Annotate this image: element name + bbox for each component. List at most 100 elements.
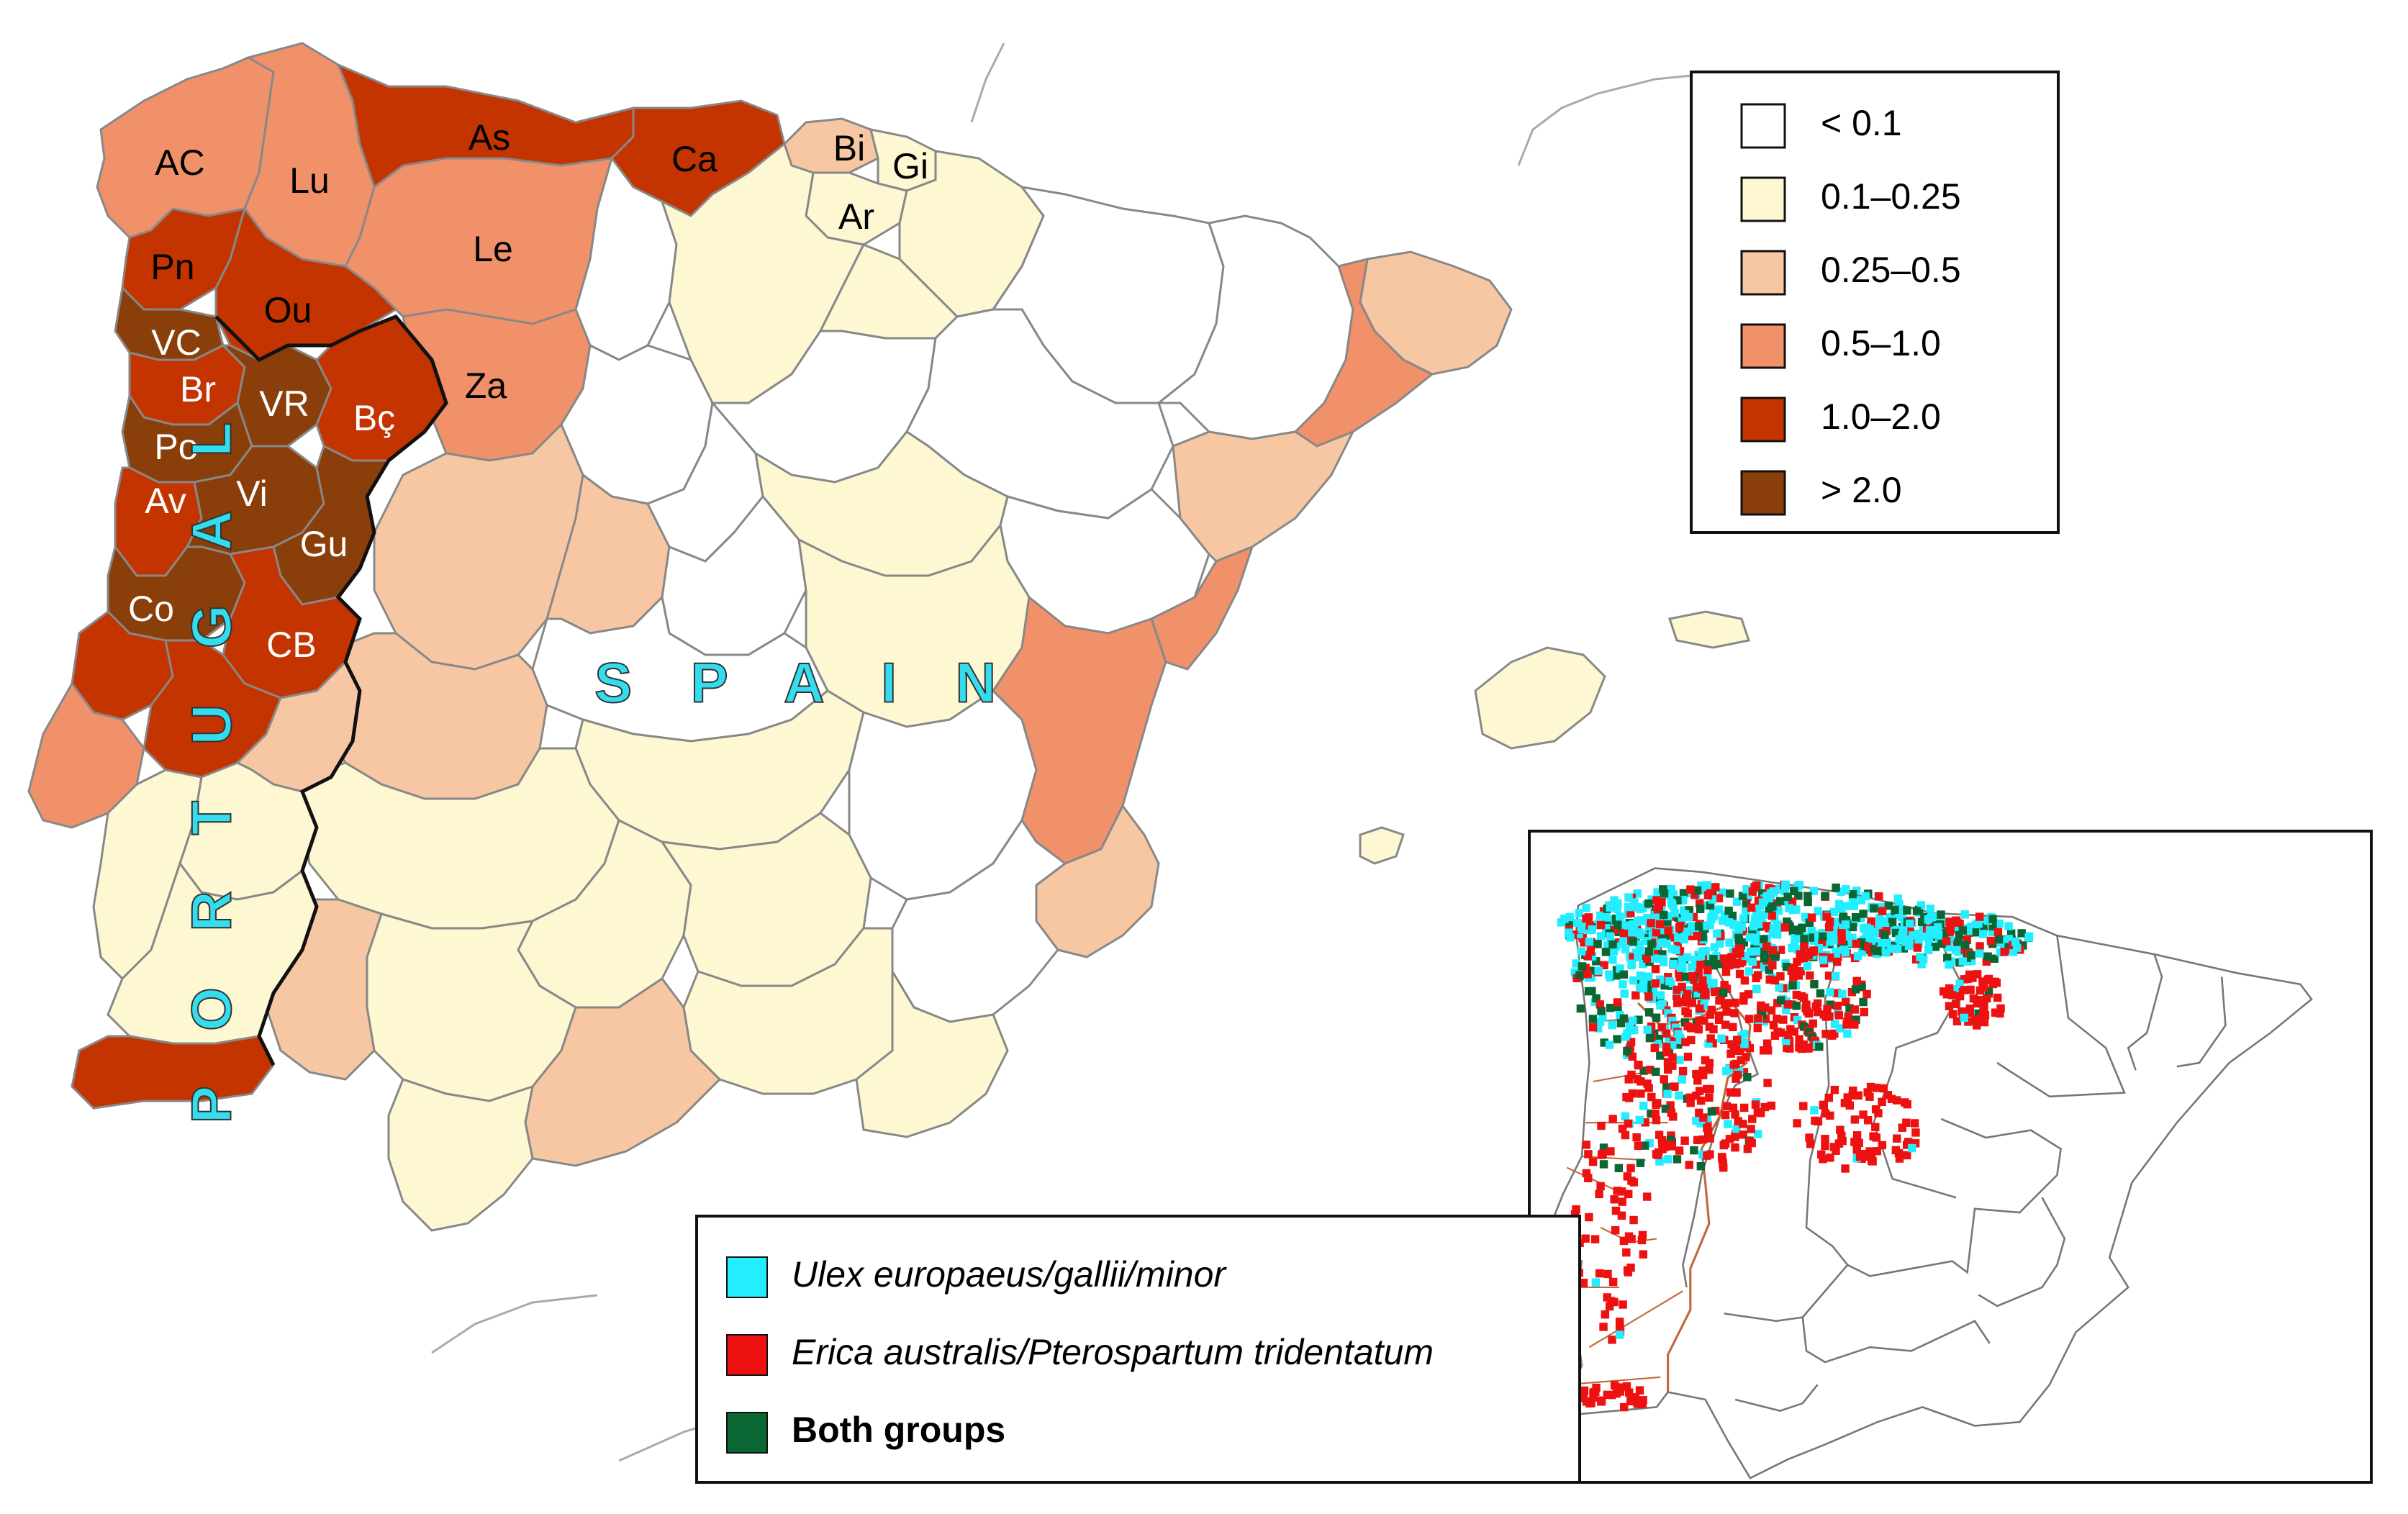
distribution-dot xyxy=(1632,903,1642,912)
distribution-dot xyxy=(1785,904,1793,912)
distribution-dot xyxy=(1999,941,2009,950)
distribution-dot xyxy=(1605,970,1613,979)
distribution-dot xyxy=(1748,957,1757,966)
distribution-dot xyxy=(1725,1135,1734,1143)
distribution-dot xyxy=(1695,1108,1703,1118)
distribution-dot xyxy=(1560,915,1569,923)
distribution-dot xyxy=(1724,906,1733,915)
distribution-dot xyxy=(1958,957,1968,966)
distribution-dot xyxy=(1850,1005,1859,1014)
distribution-dot xyxy=(1709,1025,1718,1034)
distribution-dot xyxy=(1742,1053,1750,1061)
distribution-dot xyxy=(1852,1015,1860,1024)
distribution-dot xyxy=(1756,1005,1765,1015)
distribution-dot xyxy=(1826,1000,1835,1009)
distribution-dot xyxy=(1999,936,2009,946)
distribution-dot xyxy=(1727,1040,1736,1048)
distribution-dot xyxy=(1834,1011,1844,1020)
distribution-dot xyxy=(1841,1164,1850,1173)
distribution-dot xyxy=(1895,899,1904,909)
distribution-dot xyxy=(1610,1195,1619,1204)
distribution-dot xyxy=(1661,1105,1670,1113)
distribution-dot xyxy=(1590,1235,1600,1243)
distribution-dot xyxy=(1589,966,1598,975)
distribution-dot xyxy=(1748,887,1757,896)
distribution-dot xyxy=(1707,979,1716,989)
distribution-dot xyxy=(1837,887,1846,896)
distribution-dot xyxy=(1616,1383,1625,1392)
distribution-dot xyxy=(1644,899,1653,908)
distribution-dot xyxy=(1892,1096,1901,1105)
distribution-dot xyxy=(1805,1133,1814,1142)
distribution-dot xyxy=(1665,1034,1673,1043)
distribution-dot xyxy=(1639,1066,1648,1075)
distribution-dot xyxy=(1988,922,1997,930)
distribution-dot xyxy=(1975,942,1984,951)
distribution-dot xyxy=(1615,1331,1624,1339)
distribution-dot xyxy=(1904,1138,1913,1146)
distribution-dot xyxy=(1779,1015,1788,1024)
label-pn: Pn xyxy=(150,247,194,287)
distribution-dot xyxy=(1841,920,1850,929)
distribution-dot xyxy=(1588,1023,1598,1032)
distribution-dot xyxy=(1719,916,1727,925)
distribution-dot xyxy=(1802,1000,1811,1009)
label-av: Av xyxy=(145,481,186,521)
distribution-dot xyxy=(1770,1031,1780,1041)
distribution-dot xyxy=(2009,948,2018,956)
distribution-dot xyxy=(1975,912,1984,921)
distribution-dot xyxy=(1596,920,1606,930)
distribution-dot xyxy=(1795,1035,1803,1043)
distribution-dot xyxy=(1690,956,1700,964)
distribution-dot xyxy=(1912,907,1922,915)
distribution-dot xyxy=(1637,1089,1645,1098)
distribution-dot xyxy=(1775,983,1783,992)
distribution-dot xyxy=(1698,984,1706,994)
distribution-dot xyxy=(1796,967,1805,976)
legend-swatch xyxy=(1740,396,1786,443)
distribution-dot xyxy=(1893,894,1902,903)
distribution-dot xyxy=(1781,880,1791,889)
distribution-dot xyxy=(1811,1116,1819,1125)
distribution-dot xyxy=(1939,987,1948,996)
distribution-dot xyxy=(1698,933,1707,942)
distribution-dot xyxy=(1832,929,1842,938)
distribution-dot xyxy=(1769,1020,1778,1030)
distribution-dot xyxy=(1710,910,1719,919)
distribution-dot xyxy=(1924,915,1933,924)
distribution-dot xyxy=(1833,1002,1842,1010)
distribution-dot xyxy=(1903,1151,1911,1160)
distribution-dot xyxy=(1698,1071,1708,1079)
distribution-dot xyxy=(1629,1025,1639,1035)
distribution-dot xyxy=(1736,949,1744,958)
distribution-dot xyxy=(1706,1010,1715,1019)
distribution-dot xyxy=(1776,972,1785,981)
distribution-dot xyxy=(1695,899,1704,907)
distribution-dot xyxy=(1668,1053,1677,1062)
distribution-dot xyxy=(1572,959,1580,968)
distribution-dot xyxy=(1806,933,1815,942)
distribution-dot xyxy=(1621,1130,1630,1140)
distribution-dot xyxy=(1613,920,1622,929)
distribution-dot xyxy=(1776,946,1785,954)
distribution-dot xyxy=(1599,1323,1608,1331)
distribution-dot xyxy=(1823,1005,1832,1013)
distribution-dot xyxy=(1868,1156,1876,1165)
distribution-dot xyxy=(1845,1101,1854,1110)
distribution-dot xyxy=(1652,1115,1661,1125)
distribution-dot xyxy=(1951,946,1960,955)
distribution-dot xyxy=(1613,998,1622,1007)
distribution-dot xyxy=(1875,892,1883,901)
distribution-dot xyxy=(1668,899,1677,909)
distribution-dot xyxy=(1960,1013,1968,1023)
distribution-dot xyxy=(1653,1099,1662,1107)
legend-swatch xyxy=(1740,103,1786,149)
distribution-dot xyxy=(1673,1155,1682,1164)
distribution-dot xyxy=(1575,930,1583,938)
distribution-dot xyxy=(1657,933,1666,941)
distribution-dot xyxy=(1982,957,1991,966)
distribution-dot xyxy=(1937,939,1946,948)
distribution-dot xyxy=(1771,953,1780,961)
distribution-dot xyxy=(1667,1041,1677,1050)
distribution-dot xyxy=(1760,963,1769,972)
